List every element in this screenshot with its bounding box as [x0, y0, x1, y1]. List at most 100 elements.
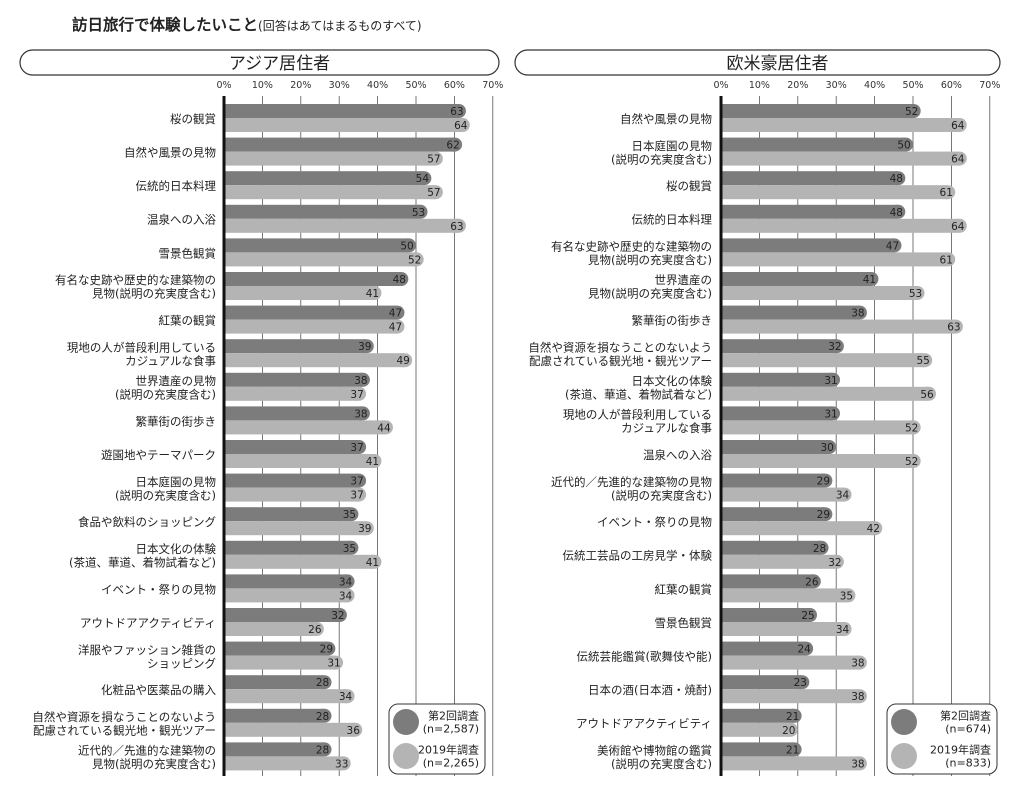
legend-label-line: (n=833) — [945, 756, 991, 769]
bar-series-2-cap — [350, 487, 367, 502]
bar-series-2 — [224, 722, 355, 737]
data-label: 47 — [389, 322, 402, 334]
category-label: 雪景色観賞 — [655, 616, 713, 630]
legend-swatch — [393, 709, 419, 735]
bar-series-2 — [224, 118, 462, 132]
bar-series-1 — [721, 339, 836, 354]
category-label-line: イベント・祭りの見物 — [101, 582, 216, 596]
bar-series-2-cap — [388, 319, 405, 334]
category-label: 化粧品や医薬品の購入 — [101, 683, 216, 697]
bar-series-1-cap — [350, 473, 367, 488]
data-label: 64 — [454, 120, 468, 132]
bar-series-2-cap — [946, 319, 963, 334]
category-label-line: アウトドアアクティビティ — [80, 616, 216, 630]
bar-series-2-cap — [338, 689, 355, 704]
data-label: 41 — [863, 274, 876, 286]
x-tick-label: 30% — [329, 80, 350, 91]
category-label-line: 美術館や博物館の鑑賞 — [597, 744, 712, 758]
data-label: 34 — [836, 490, 850, 502]
category-label-line: 雪景色観賞 — [159, 246, 217, 260]
bar-series-1-cap — [330, 608, 347, 622]
bar-series-1 — [721, 675, 802, 690]
category-label-line: 伝統芸能鑑賞(歌舞伎や能) — [577, 650, 712, 664]
bar-series-2-cap — [334, 756, 351, 771]
data-label: 31 — [327, 658, 340, 670]
bar-series-2 — [224, 622, 316, 636]
category-label-line: 自然や資源を損なうことのないよう — [32, 710, 216, 724]
data-label: 49 — [396, 355, 409, 367]
data-label: 64 — [951, 120, 965, 132]
data-label: 21 — [786, 711, 799, 723]
category-label: イベント・祭りの見物 — [101, 582, 216, 596]
bar-series-2 — [721, 218, 959, 233]
bar-series-1 — [224, 608, 339, 622]
bar-series-2 — [721, 286, 917, 300]
data-label: 38 — [851, 658, 864, 670]
category-label: 世界遺産の見物(説明の充実度含む) — [588, 273, 712, 301]
category-label-line: 日本文化の体験 — [632, 374, 713, 388]
bar-series-2 — [721, 454, 913, 468]
data-label: 29 — [320, 644, 333, 656]
bar-series-2-cap — [357, 521, 374, 536]
data-label: 42 — [867, 523, 880, 535]
data-label: 28 — [316, 711, 329, 723]
data-label: 31 — [824, 408, 837, 420]
data-label: 34 — [339, 576, 353, 588]
bar-series-1 — [224, 137, 455, 152]
category-label-line: 伝統的日本料理 — [632, 213, 713, 227]
category-label: アウトドアアクティビティ — [80, 616, 216, 630]
bar-series-2 — [721, 655, 859, 670]
chart-panel-2: 欧米豪居住者 0% 10% 20% 30% 40% 50% 60% 70% 自然や風景の見物 52 6… — [514, 49, 1001, 776]
bar-series-2 — [224, 487, 359, 502]
bar-series-2-cap — [850, 689, 867, 704]
bar-series-2 — [224, 185, 435, 200]
bar-series-2 — [721, 622, 844, 636]
bar-series-1-cap — [889, 171, 906, 186]
data-label: 21 — [786, 744, 799, 756]
bar-series-2 — [721, 118, 959, 132]
bar-series-1-cap — [850, 305, 867, 320]
data-label: 64 — [951, 154, 965, 166]
category-label-line: ショッピング — [147, 656, 216, 670]
data-label: 37 — [350, 442, 363, 454]
panel-title: 欧米豪居住者 — [727, 53, 829, 74]
category-label-line: 自然や風景の見物 — [124, 146, 216, 160]
bar-series-1-cap — [812, 540, 829, 555]
category-label-line: 桜の観賞 — [170, 112, 216, 126]
bar-series-2 — [224, 588, 347, 603]
data-label: 47 — [886, 240, 899, 252]
data-label: 32 — [331, 610, 344, 622]
bar-series-2 — [224, 554, 374, 569]
category-label: 自然や風景の見物 — [124, 146, 216, 160]
data-label: 26 — [308, 624, 322, 636]
data-label: 47 — [389, 308, 402, 320]
data-label: 39 — [358, 523, 371, 535]
data-label: 57 — [427, 154, 440, 166]
data-label: 23 — [794, 677, 807, 689]
bar-series-2 — [224, 286, 374, 300]
data-label: 28 — [316, 744, 329, 756]
bar-series-1-cap — [353, 372, 370, 387]
bar-series-1-cap — [338, 574, 355, 589]
category-label: 遊園地やテーマパーク — [101, 448, 216, 462]
category-label-line: 繁華街の街歩き — [136, 414, 217, 428]
bar-series-1 — [721, 204, 898, 219]
bar-series-2-cap — [950, 118, 967, 132]
category-label: 桜の観賞 — [170, 112, 216, 126]
category-label-line: 洋服やファッション雑貨の — [78, 643, 216, 657]
bar-series-2-cap — [950, 218, 967, 233]
data-label: 36 — [347, 725, 361, 737]
data-label: 38 — [851, 758, 864, 770]
bar-series-2 — [721, 554, 836, 569]
bar-series-1 — [721, 708, 794, 723]
bar-series-2 — [224, 218, 458, 233]
bar-series-1 — [224, 507, 351, 522]
bar-series-1-cap — [357, 339, 374, 354]
bar-series-2 — [721, 756, 859, 771]
bar-series-2-cap — [839, 588, 856, 603]
title-main: 訪日旅行で体験したいこと — [72, 16, 259, 34]
category-label-line: 近代的／先進的な建築物の見物 — [551, 475, 712, 489]
category-label: 食品や飲料のショッピング — [78, 515, 216, 529]
